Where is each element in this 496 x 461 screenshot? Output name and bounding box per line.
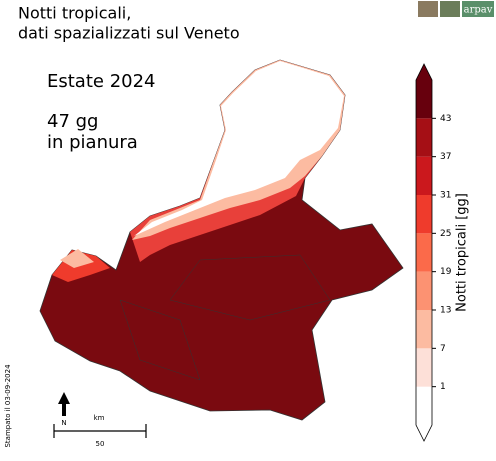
- colorbar-bin: [416, 80, 432, 119]
- north-label: N: [61, 419, 66, 427]
- logo-image: [418, 1, 438, 17]
- colorbar-bin: [416, 348, 432, 387]
- colorbar-tick-label: 7: [440, 344, 446, 354]
- colorbar-label: Notti tropicali [gg]: [455, 193, 470, 312]
- colorbar-bin: [416, 195, 432, 234]
- printed-date: Stampato il 03-09-2024: [4, 364, 12, 448]
- logo-text: arpav: [464, 5, 493, 16]
- colorbar-frame: [415, 63, 433, 442]
- colorbar-tick-label: 43: [440, 114, 451, 124]
- colorbar-tick-label: 25: [440, 229, 451, 239]
- season-label: Estate 2024: [47, 71, 156, 92]
- colorbar-tick-label: 19: [440, 267, 452, 277]
- colorbar-tick-label: 37: [440, 152, 451, 162]
- colorbar-bin: [416, 310, 432, 349]
- colorbar-tick-label: 31: [440, 191, 451, 201]
- plain-label: 47 gg: [47, 111, 98, 132]
- logo-image: [440, 1, 460, 17]
- colorbar-arrow: [416, 425, 432, 441]
- transition-band: [60, 249, 94, 268]
- scale-length: 50: [96, 440, 105, 448]
- scale-unit: km: [94, 414, 105, 422]
- map: [39, 59, 404, 421]
- colorbar-bin: [416, 233, 432, 272]
- scale-bar: [53, 424, 147, 438]
- plain-label: in pianura: [47, 132, 138, 153]
- colorbar-tick-label: 1: [440, 382, 446, 392]
- colorbar-bin: [416, 156, 432, 195]
- colorbar-tick-label: 13: [440, 306, 451, 316]
- title-line: dati spazializzati sul Veneto: [18, 24, 240, 43]
- logo-box: [462, 1, 494, 17]
- north-arrow: [58, 392, 70, 416]
- colorbar: 1 7 13 19 25 31 37 43 Notti tropicali [gg]: [415, 63, 470, 442]
- colorbar-arrow: [416, 64, 432, 80]
- province-border: [119, 254, 331, 381]
- colorbar-bin: [416, 271, 432, 310]
- colorbar-bin: [416, 386, 432, 425]
- mountain-area: [134, 61, 344, 236]
- colorbar-bin: [416, 118, 432, 157]
- title-line: Notti tropicali,: [18, 4, 131, 23]
